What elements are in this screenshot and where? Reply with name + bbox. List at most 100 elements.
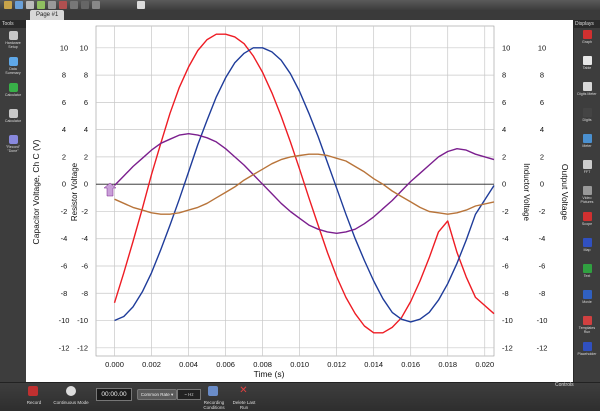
display-item[interactable]: Digits Meter: [576, 82, 598, 96]
continuous-mode-label[interactable]: Continuous Mode: [53, 400, 89, 405]
display-item[interactable]: Movie: [576, 290, 598, 304]
inductor-y-tick-label: -12: [502, 343, 513, 352]
record-icon: [8, 135, 18, 144]
record-button-label[interactable]: Record: [26, 400, 42, 405]
display-item[interactable]: Meter: [576, 134, 598, 148]
tab-bar: [0, 10, 600, 20]
gauge-icon: [582, 134, 592, 143]
hardware-icon: [8, 31, 18, 40]
display-item[interactable]: Placeholder: [576, 342, 598, 356]
x-tick-label: 0.008: [253, 360, 272, 369]
line-chart[interactable]: 0.000 0.002 0.004 0.006 0.008 0.010 0.012 0.014…: [26, 20, 573, 382]
tool-item[interactable]: Data Summary: [3, 57, 23, 75]
inductor-y-tick-label: 10: [502, 43, 510, 52]
x-tick-label: 0.020: [475, 360, 494, 369]
elapsed-time-display: 00:00.00: [96, 388, 132, 401]
x-tick-label: 0.000: [105, 360, 124, 369]
left-y-tick-label: -6: [61, 262, 68, 271]
series-line-1: [113, 33, 495, 334]
output-voltage-axis-label: Output Voltage: [560, 164, 570, 221]
delete-last-run-label[interactable]: Delete Last Run: [232, 400, 256, 410]
tool-item[interactable]: Calculator: [3, 83, 23, 97]
graph-display[interactable]: 0.000 0.002 0.004 0.006 0.008 0.010 0.012 0.014…: [26, 20, 573, 382]
templates-icon: [582, 316, 592, 325]
top-toolbar: [0, 0, 600, 10]
left-y-tick-label: 4: [62, 125, 66, 134]
x-tick-label: 0.004: [179, 360, 198, 369]
resistor-y-tick-label: -12: [77, 343, 88, 352]
settings-icon[interactable]: [48, 1, 56, 9]
left-y-tick-label: -2: [61, 207, 68, 216]
tab-page-1[interactable]: Page #1: [30, 10, 65, 20]
display-item[interactable]: Graph: [576, 30, 598, 44]
left-y-tick-label: -8: [61, 289, 68, 298]
tool-item[interactable]: Calculator: [3, 109, 23, 123]
output-y-tick-label: 2: [540, 152, 544, 161]
resistor-y-tick-label: -6: [81, 262, 88, 271]
x-tick-label: 0.014: [364, 360, 383, 369]
display-item-label: Scope: [581, 222, 593, 226]
calculator-icon: [8, 109, 18, 118]
rate-value-field[interactable]: ~ Hz: [177, 389, 201, 400]
x-axis-label: Time (s): [254, 369, 285, 379]
continuous-mode-icon[interactable]: [66, 386, 76, 396]
tool-item-label: "Record" "Done": [5, 145, 21, 153]
redo-icon[interactable]: [81, 1, 89, 9]
series-line-3: [113, 132, 495, 235]
display-item-label: Placeholder: [577, 352, 597, 356]
video-icon: [582, 186, 592, 195]
display-item[interactable]: Templates Run: [576, 316, 598, 334]
tool-item-label: Calculator: [4, 119, 22, 123]
common-rate-dropdown[interactable]: Common Rate ▾: [137, 389, 177, 400]
resistor-y-tick-label: 4: [84, 125, 88, 134]
record-icon[interactable]: [28, 386, 38, 396]
x-tick-label: 0.012: [327, 360, 346, 369]
display-item[interactable]: Digits: [576, 108, 598, 122]
display-item[interactable]: Video Pictures: [576, 186, 598, 204]
inductor-y-tick-label: 8: [502, 71, 506, 80]
display-item[interactable]: Text: [576, 264, 598, 278]
fft-icon: [582, 160, 592, 169]
display-item[interactable]: Scope: [576, 212, 598, 226]
recording-conditions-label[interactable]: Recording Conditions: [203, 400, 225, 410]
experiment-icon[interactable]: [92, 1, 100, 9]
output-y-tick-label: -4: [539, 234, 546, 243]
graph-icon: [582, 30, 592, 39]
tool-item[interactable]: Hardware Setup: [3, 31, 23, 49]
print-icon[interactable]: [26, 1, 34, 9]
display-item-label: Text: [583, 274, 591, 278]
resistor-y-tick-label: 2: [84, 152, 88, 161]
delete-icon[interactable]: ✕: [239, 385, 248, 396]
displays-panel-header: Displays: [573, 20, 600, 28]
save-icon[interactable]: [15, 1, 23, 9]
copy-icon[interactable]: [37, 1, 45, 9]
left-y-tick-label: -12: [59, 343, 70, 352]
folder-icon[interactable]: [4, 1, 12, 9]
cursor-marker[interactable]: [103, 182, 117, 197]
display-item[interactable]: FFT: [576, 160, 598, 174]
output-y-tick-label: -6: [539, 262, 546, 271]
inductor-y-tick-label: -8: [502, 289, 509, 298]
inductor-y-tick-label: -6: [502, 262, 509, 271]
x-tick-label: 0.018: [438, 360, 457, 369]
chart-series: [113, 33, 495, 334]
tool-item[interactable]: "Record" "Done": [3, 135, 23, 153]
inductor-y-tick-label: 2: [502, 152, 506, 161]
x-tick-label: 0.002: [142, 360, 161, 369]
left-y-tick-label: 8: [62, 71, 66, 80]
output-y-tick-label: 10: [538, 43, 546, 52]
tools-icon[interactable]: [59, 1, 67, 9]
resistor-y-tick-label: 0: [84, 180, 88, 189]
resistor-y-tick-label: -8: [81, 289, 88, 298]
recording-conditions-icon[interactable]: [208, 386, 218, 396]
help-icon[interactable]: [137, 1, 145, 9]
tool-item-label: Data Summary: [5, 67, 21, 75]
undo-icon[interactable]: [70, 1, 78, 9]
table-icon: [582, 56, 592, 65]
display-item[interactable]: Table: [576, 56, 598, 70]
inductor-y-tick-label: -10: [502, 316, 513, 325]
display-item[interactable]: Map: [576, 238, 598, 252]
left-y-tick-label: 10: [60, 43, 68, 52]
map-icon: [582, 238, 592, 247]
display-item-label: Graph: [582, 40, 592, 44]
